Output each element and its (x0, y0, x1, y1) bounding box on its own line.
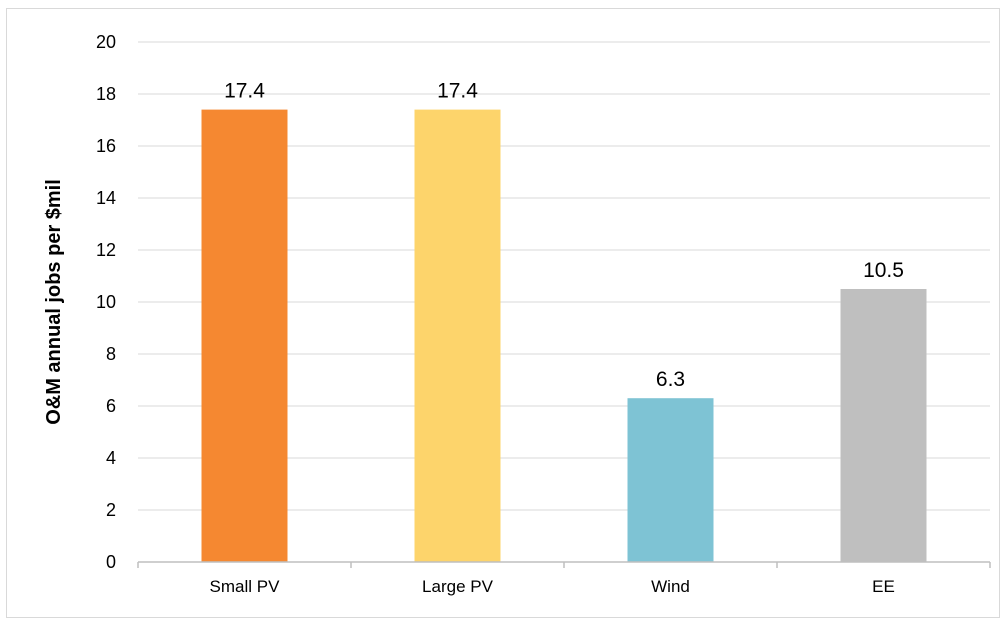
y-tick-label-4: 4 (106, 448, 116, 468)
y-tick-label-12: 12 (96, 240, 116, 260)
y-tick-label-2: 2 (106, 500, 116, 520)
y-tick-label-6: 6 (106, 396, 116, 416)
y-tick-label-0: 0 (106, 552, 116, 572)
chart-frame (6, 8, 1000, 618)
y-axis-title: O&M annual jobs per $mil (43, 179, 65, 425)
y-tick-label-20: 20 (96, 32, 116, 52)
data-label-ee: 10.5 (863, 259, 904, 282)
x-category-label-large-pv: Large PV (422, 577, 494, 596)
x-category-label-wind: Wind (651, 577, 690, 596)
axes (137, 561, 991, 568)
y-tick-label-8: 8 (106, 344, 116, 364)
y-tick-label-16: 16 (96, 136, 116, 156)
bar-large-pv (414, 109, 501, 562)
labels: 0 2 4 6 8 10 12 14 16 18 20 17.4 Small PV 17.4 Large P… (96, 32, 904, 596)
y-tick-label-10: 10 (96, 292, 116, 312)
data-label-wind: 6.3 (656, 368, 685, 391)
bar-wind (627, 398, 714, 562)
y-tick-label-14: 14 (96, 188, 116, 208)
bar-small-pv (201, 109, 288, 562)
bar-ee (840, 289, 927, 562)
data-label-small-pv: 17.4 (224, 80, 265, 103)
x-category-label-ee: EE (872, 577, 895, 596)
bars (201, 109, 927, 562)
x-category-label-small-pv: Small PV (210, 577, 281, 596)
data-label-large-pv: 17.4 (437, 80, 478, 103)
y-tick-label-18: 18 (96, 84, 116, 104)
